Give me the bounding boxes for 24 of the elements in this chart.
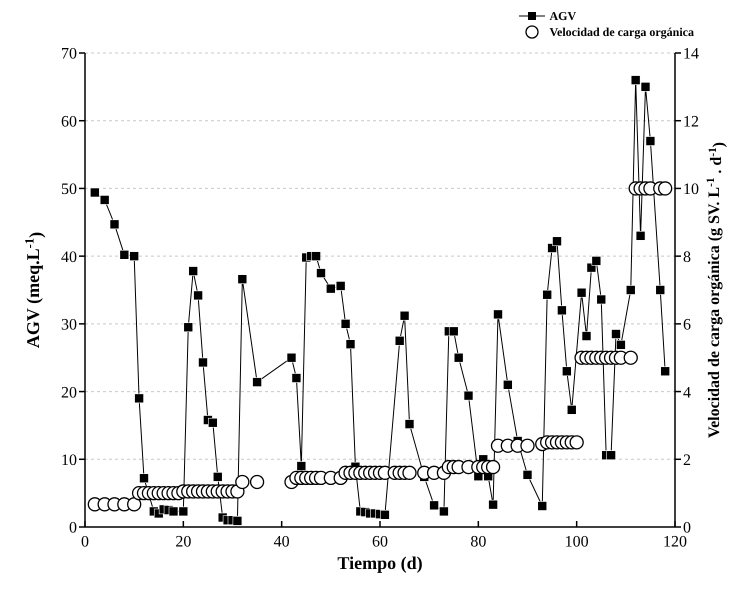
y-tick-label: 40 xyxy=(61,248,77,266)
y-tick-label: 20 xyxy=(61,384,77,402)
y-tick-label: 50 xyxy=(61,181,77,198)
y2-tick-label: 2 xyxy=(683,452,691,469)
x-axis-title: Tiempo (d) xyxy=(337,553,423,573)
y-tick-label: 30 xyxy=(61,316,77,334)
legend-label: Velocidad de carga orgánica xyxy=(549,24,694,40)
y2-tick-label: 12 xyxy=(683,113,699,130)
y2-tick-label: 14 xyxy=(683,46,699,63)
y-tick-label: 10 xyxy=(61,452,77,469)
y2-tick-label: 6 xyxy=(683,316,691,334)
y-tick-label: 60 xyxy=(61,113,77,130)
x-tick-label: 100 xyxy=(564,533,589,550)
x-tick-label: 80 xyxy=(470,533,486,550)
y-tick-label: 70 xyxy=(61,46,77,63)
x-tick-label: 20 xyxy=(175,533,192,550)
x-tick-label: 40 xyxy=(274,533,290,550)
x-tick-label: 0 xyxy=(81,533,89,550)
y2-tick-label: 4 xyxy=(683,384,691,402)
y2-tick-label: 8 xyxy=(683,248,691,266)
legend-label: AGV xyxy=(549,8,576,24)
x-tick-label: 60 xyxy=(372,533,388,550)
y-tick-label: 0 xyxy=(69,520,77,537)
y2-tick-label: 10 xyxy=(683,181,699,198)
